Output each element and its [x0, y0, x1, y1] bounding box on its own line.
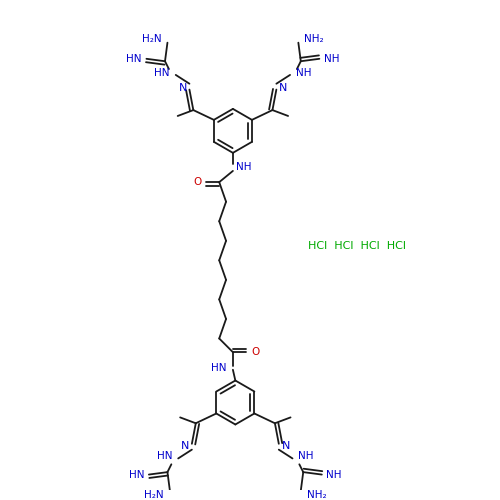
- Text: HN: HN: [212, 364, 227, 374]
- Text: N: N: [178, 82, 187, 92]
- Text: HN: HN: [157, 452, 172, 462]
- Text: HN: HN: [154, 68, 170, 78]
- Text: NH₂: NH₂: [304, 34, 324, 44]
- Text: O: O: [252, 347, 260, 357]
- Text: N: N: [279, 82, 287, 92]
- Text: NH₂: NH₂: [306, 490, 326, 500]
- Text: NH: NH: [296, 68, 312, 78]
- Text: HN: HN: [129, 470, 144, 480]
- Text: H₂N: H₂N: [144, 490, 164, 500]
- Text: H₂N: H₂N: [142, 34, 162, 44]
- Text: HN: HN: [126, 54, 142, 64]
- Text: O: O: [193, 177, 202, 187]
- Text: HCl  HCl  HCl  HCl: HCl HCl HCl HCl: [308, 240, 406, 250]
- Text: N: N: [282, 440, 290, 450]
- Text: N: N: [181, 440, 189, 450]
- Text: NH: NH: [298, 452, 314, 462]
- Text: NH: NH: [324, 54, 340, 64]
- Text: NH: NH: [326, 470, 342, 480]
- Text: NH: NH: [236, 162, 252, 172]
